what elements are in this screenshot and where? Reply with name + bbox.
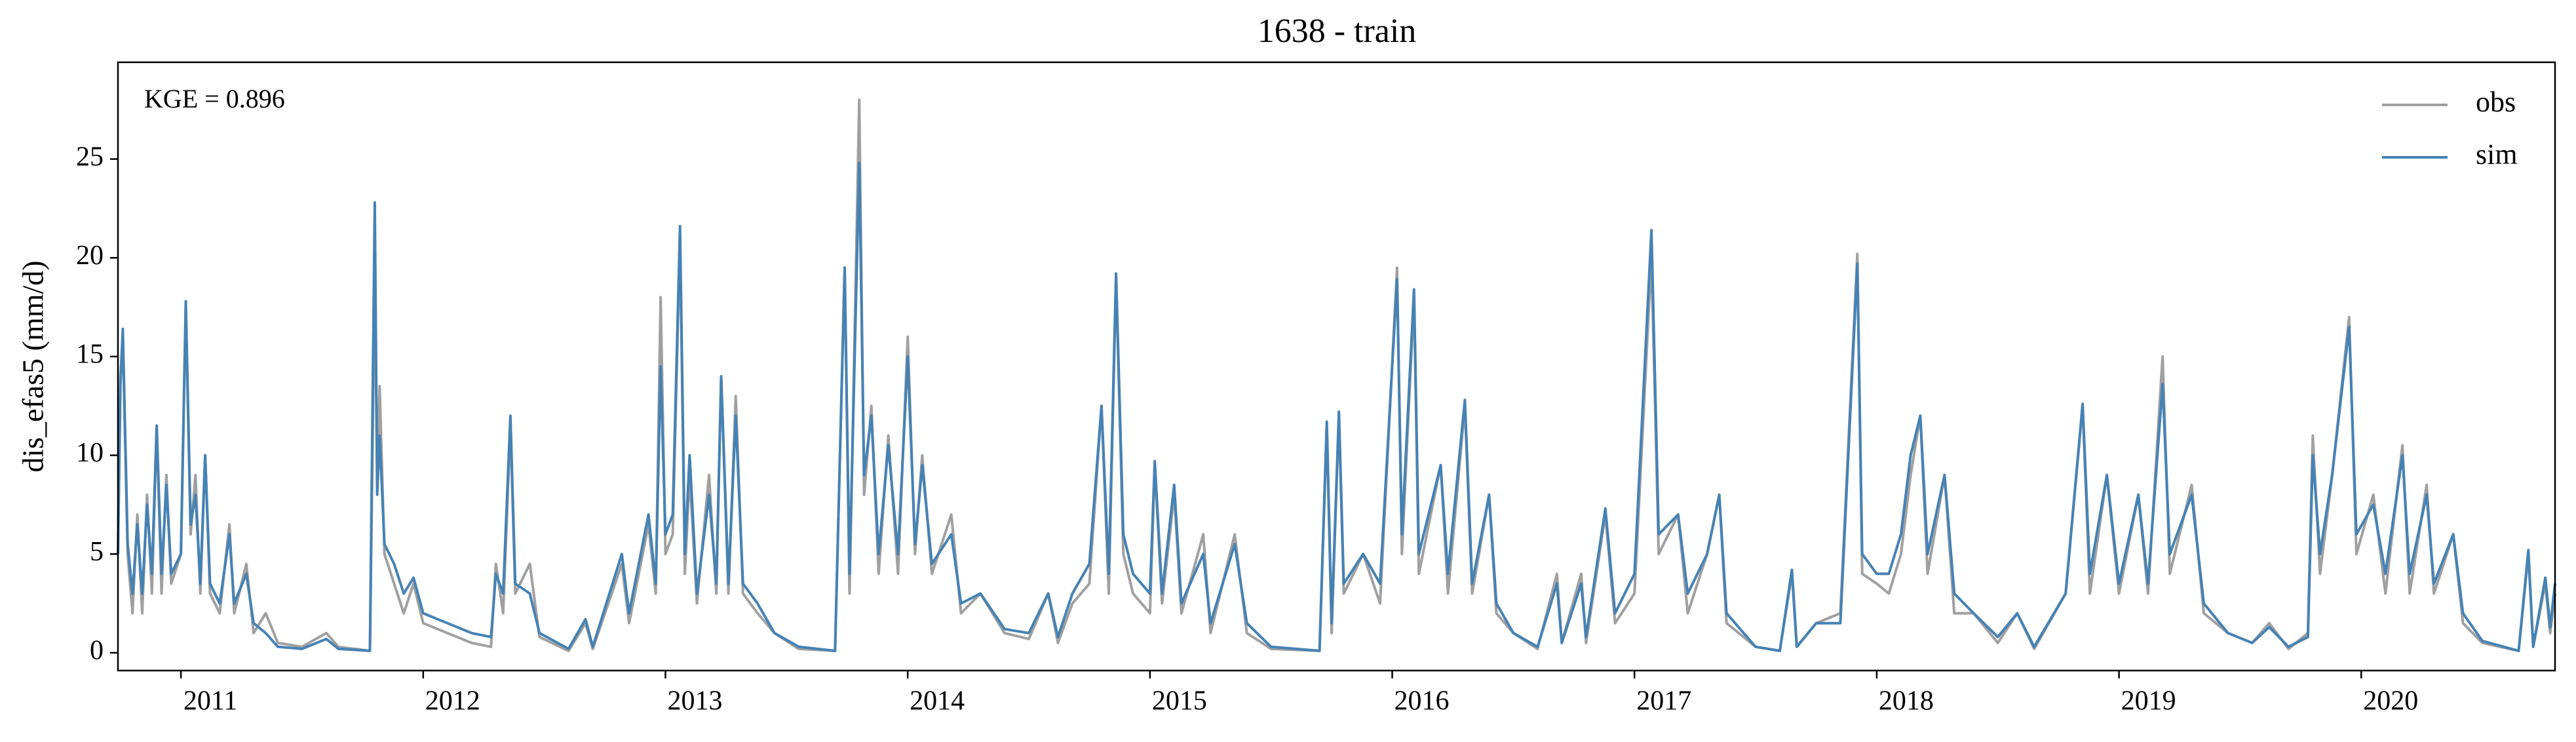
series-line — [117, 98, 2556, 652]
y-tick-label: 25 — [76, 142, 104, 172]
y-tick-label: 5 — [90, 537, 104, 567]
y-tick-label: 0 — [90, 636, 104, 666]
x-tick-label: 2018 — [1879, 686, 1934, 716]
x-tick-label: 2011 — [183, 686, 237, 716]
chart-title: 1638 - train — [1258, 12, 1417, 50]
y-tick-label: 20 — [76, 241, 104, 271]
legend-label: sim — [2476, 138, 2518, 170]
x-tick-label: 2017 — [1636, 686, 1691, 716]
x-tick-label: 2012 — [425, 686, 480, 716]
x-tick-label: 2016 — [1394, 686, 1450, 716]
y-axis-label: dis_efas5 (mm/d) — [16, 260, 50, 472]
x-tick-label: 2020 — [2363, 686, 2418, 716]
x-tick-label: 2013 — [667, 686, 722, 716]
x-tick-label: 2019 — [2121, 686, 2176, 716]
series-line — [117, 161, 2556, 652]
x-tick-label: 2015 — [1152, 686, 1207, 716]
annotation: KGE = 0.896 — [144, 84, 285, 113]
y-tick-label: 15 — [76, 340, 104, 370]
plot-frame — [117, 61, 2556, 672]
y-tick-label: 10 — [76, 438, 104, 468]
x-tick-label: 2014 — [910, 686, 965, 716]
legend-label: obs — [2476, 86, 2516, 118]
